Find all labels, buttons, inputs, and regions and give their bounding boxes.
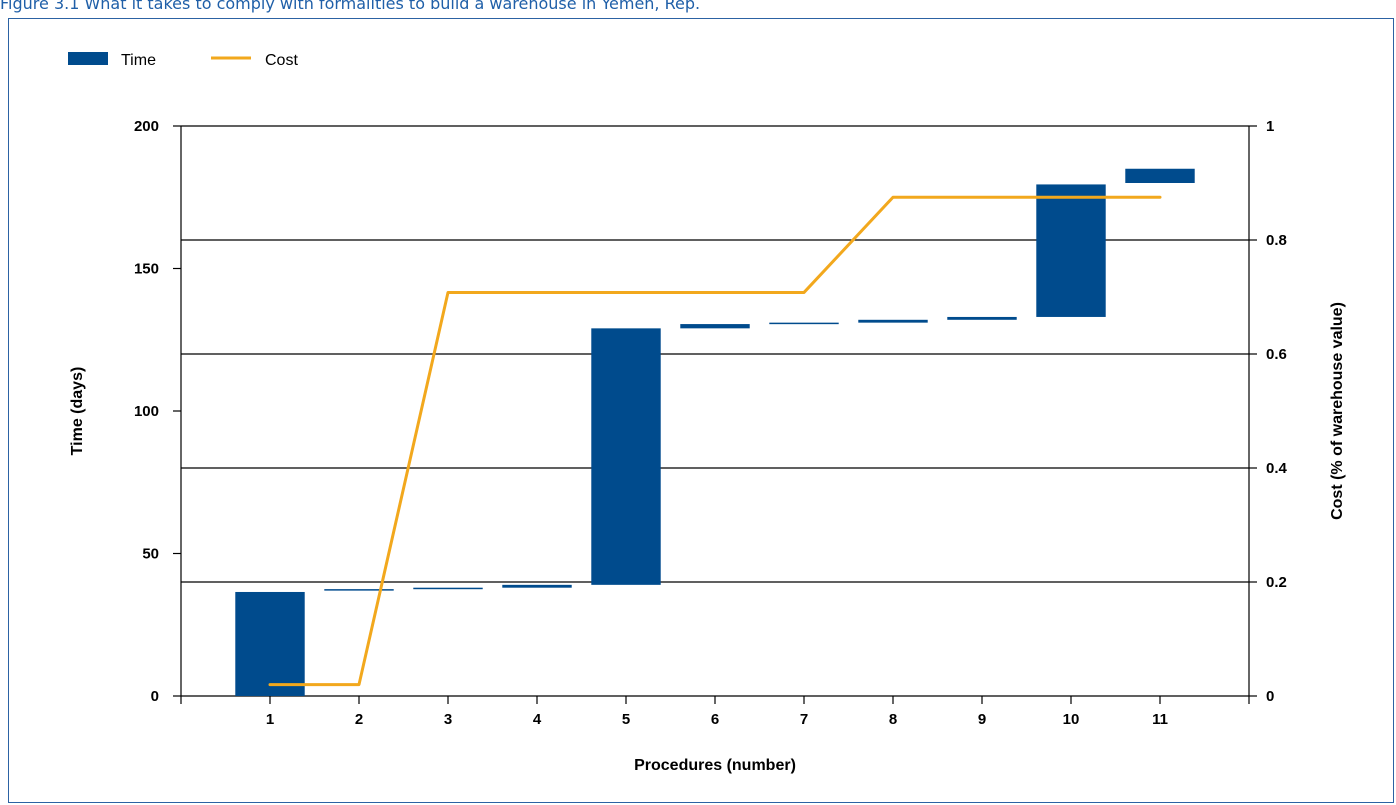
x-tick-label: 3 xyxy=(444,711,452,728)
time-bar xyxy=(947,316,1017,320)
y2-axis-title: Cost (% of warehouse value) xyxy=(1329,302,1346,520)
time-bar xyxy=(1036,184,1106,317)
figure-title: Figure 3.1 What it takes to comply with … xyxy=(0,0,701,13)
y2-tick-label: 0.2 xyxy=(1266,574,1287,591)
legend-swatch-time xyxy=(68,52,108,65)
cost-line xyxy=(268,195,1162,687)
x-tick-label: 8 xyxy=(889,711,897,728)
y2-tick-label: 1 xyxy=(1266,118,1274,135)
x-tick-label: 5 xyxy=(622,711,630,728)
y2-tick-label: 0.8 xyxy=(1266,232,1287,249)
x-tick-label: 4 xyxy=(533,711,542,728)
y-tick-label: 50 xyxy=(142,546,159,563)
x-tick-label: 7 xyxy=(800,711,808,728)
y-tick-label: 200 xyxy=(134,118,159,135)
x-tick-label: 2 xyxy=(355,711,363,728)
time-bar xyxy=(591,328,661,585)
chart-frame xyxy=(8,18,1394,803)
time-bar xyxy=(235,591,305,696)
time-bar xyxy=(858,319,928,323)
time-bar xyxy=(324,589,394,591)
y2-tick-label: 0.6 xyxy=(1266,346,1287,363)
x-tick-label: 6 xyxy=(711,711,719,728)
x-tick-label: 1 xyxy=(266,711,274,728)
y-tick-label: 150 xyxy=(134,261,159,278)
y-tick-label: 100 xyxy=(134,403,159,420)
legend-label-cost: Cost xyxy=(265,52,298,69)
time-bar xyxy=(769,322,839,325)
x-axis-title: Procedures (number) xyxy=(634,757,796,774)
time-bar xyxy=(1125,168,1195,183)
time-bar xyxy=(413,587,483,590)
time-bar xyxy=(502,584,572,588)
time-bar xyxy=(680,324,750,329)
y2-tick-label: 0.4 xyxy=(1266,460,1288,477)
y-axis-title: Time (days) xyxy=(69,367,86,456)
y-tick-label: 0 xyxy=(151,688,159,705)
y2-tick-label: 0 xyxy=(1266,688,1274,705)
x-tick-label: 11 xyxy=(1152,711,1168,728)
x-tick-label: 9 xyxy=(978,711,986,728)
legend-label-time: Time xyxy=(121,52,156,69)
x-tick-label: 10 xyxy=(1063,711,1080,728)
